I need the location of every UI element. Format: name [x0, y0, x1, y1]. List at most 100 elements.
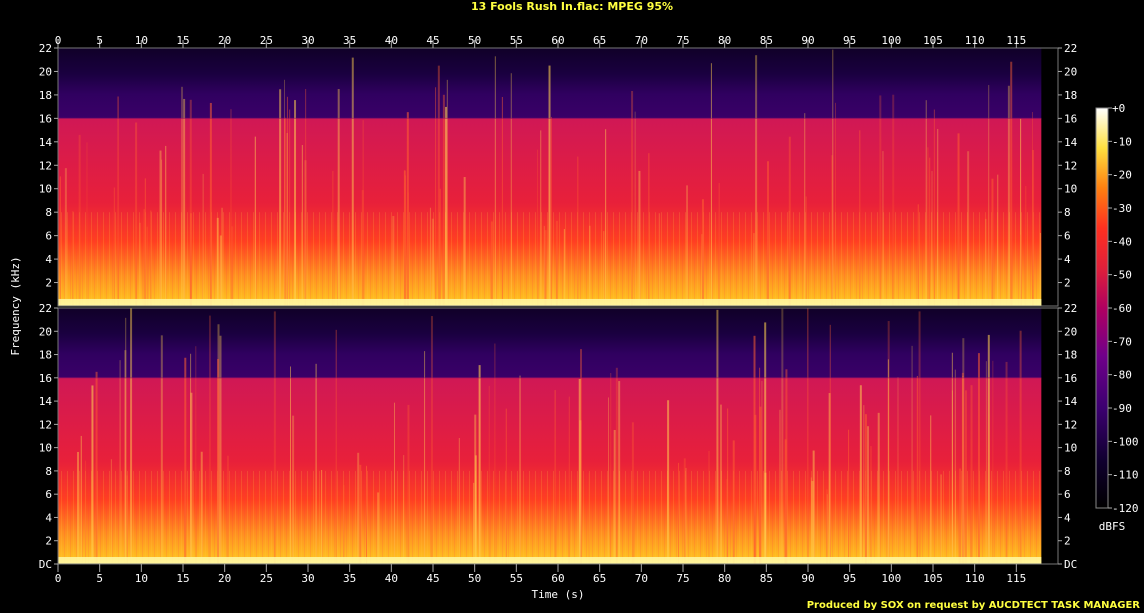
transient-streak	[424, 351, 426, 564]
transient-streak	[301, 145, 303, 306]
transient-streak	[143, 209, 145, 306]
transient-streak	[825, 489, 828, 564]
transient-streak	[930, 415, 932, 564]
transient-streak	[1007, 85, 1010, 306]
y-tick-label: 8	[1064, 206, 1071, 219]
transient-streak	[501, 96, 503, 306]
transient-streak	[578, 378, 581, 564]
transient-streak	[362, 120, 364, 307]
transient-streak	[832, 49, 834, 307]
x-tick-label: 105	[923, 572, 943, 585]
transient-streak	[343, 485, 345, 564]
transient-streak	[284, 117, 287, 307]
transient-streak	[962, 375, 964, 564]
transient-streak	[710, 63, 712, 306]
y-tick-label: DC	[39, 558, 52, 571]
transient-streak	[78, 134, 81, 306]
transient-streak	[403, 169, 405, 306]
x-tick-label: 90	[801, 34, 814, 47]
transient-streak	[992, 360, 994, 564]
transient-streak	[638, 170, 641, 306]
transient-streak	[150, 210, 152, 306]
colorbar-tick-label: -30	[1112, 202, 1132, 215]
transient-streak	[610, 372, 612, 564]
transient-streak	[458, 437, 460, 564]
transient-streak	[315, 363, 317, 564]
transient-streak	[753, 233, 755, 306]
transient-streak	[321, 469, 323, 564]
transient-streak	[494, 56, 496, 307]
transient-streak	[144, 178, 146, 306]
transient-streak	[332, 170, 334, 306]
transient-streak	[183, 98, 186, 306]
transient-streak	[86, 142, 88, 306]
transient-streak	[892, 94, 895, 307]
transient-streak	[125, 317, 127, 564]
x-tick-label: 85	[760, 572, 773, 585]
colorbar-tick-label: -10	[1112, 135, 1132, 148]
transient-streak	[231, 226, 234, 306]
transient-streak	[160, 335, 163, 564]
transient-streak	[864, 414, 867, 564]
transient-streak	[1020, 234, 1022, 306]
transient-streak	[95, 371, 98, 564]
transient-streak	[474, 414, 477, 564]
y-tick-label: 14	[1064, 395, 1078, 408]
transient-streak	[219, 235, 222, 306]
x-tick-label: 45	[426, 572, 439, 585]
transient-streak	[759, 367, 761, 564]
x-tick-label: 45	[426, 34, 439, 47]
transient-streak	[1031, 112, 1033, 306]
transient-streak	[911, 345, 913, 564]
transient-streak	[767, 161, 770, 306]
transient-streak	[361, 190, 364, 306]
transient-streak	[292, 415, 295, 564]
transient-streak	[719, 404, 722, 564]
transient-streak	[200, 451, 203, 564]
y-tick-label: 10	[1064, 442, 1077, 455]
transient-streak	[879, 95, 882, 306]
transient-streak	[189, 99, 192, 306]
transient-streak	[631, 90, 634, 306]
transient-streak	[494, 343, 496, 564]
transient-streak	[897, 377, 899, 564]
transient-streak	[683, 458, 686, 564]
transient-streak	[970, 385, 973, 564]
y-tick-label: 20	[39, 65, 52, 78]
y-tick-label: 20	[1064, 325, 1077, 338]
transient-streak	[658, 213, 660, 306]
transient-streak	[870, 446, 872, 564]
transient-streak	[589, 225, 591, 306]
transient-streak	[474, 455, 477, 564]
colorbar-tick-label: -80	[1112, 369, 1132, 382]
transient-streak	[181, 86, 184, 307]
transient-streak	[648, 153, 650, 306]
transient-streak	[588, 472, 590, 564]
transient-streak	[359, 464, 362, 564]
transient-streak	[550, 116, 552, 307]
transient-streak	[1005, 361, 1008, 564]
y-tick-label: 18	[1064, 89, 1077, 102]
x-tick-label: 60	[551, 572, 564, 585]
transient-streak	[951, 352, 953, 564]
transient-streak	[927, 147, 929, 306]
dc-band	[58, 298, 1042, 306]
transient-streak	[537, 149, 539, 306]
y-tick-label: 22	[1064, 302, 1077, 315]
colorbar-tick-label: -120	[1112, 502, 1139, 515]
transient-streak	[931, 170, 933, 306]
x-tick-label: 75	[676, 572, 689, 585]
y-tick-label: 2	[1064, 535, 1071, 548]
transient-streak	[867, 426, 870, 564]
x-tick-label: 15	[176, 572, 189, 585]
transient-streak	[634, 111, 636, 306]
colorbar-tick-label: -60	[1112, 302, 1132, 315]
transient-streak	[667, 400, 670, 564]
transient-streak	[829, 324, 831, 564]
x-tick-label: 0	[55, 34, 62, 47]
transient-streak	[446, 79, 448, 306]
x-tick-label: 30	[301, 34, 314, 47]
x-tick-label: 110	[965, 34, 985, 47]
transient-streak	[139, 222, 141, 306]
y-tick-label: 10	[1064, 183, 1077, 196]
